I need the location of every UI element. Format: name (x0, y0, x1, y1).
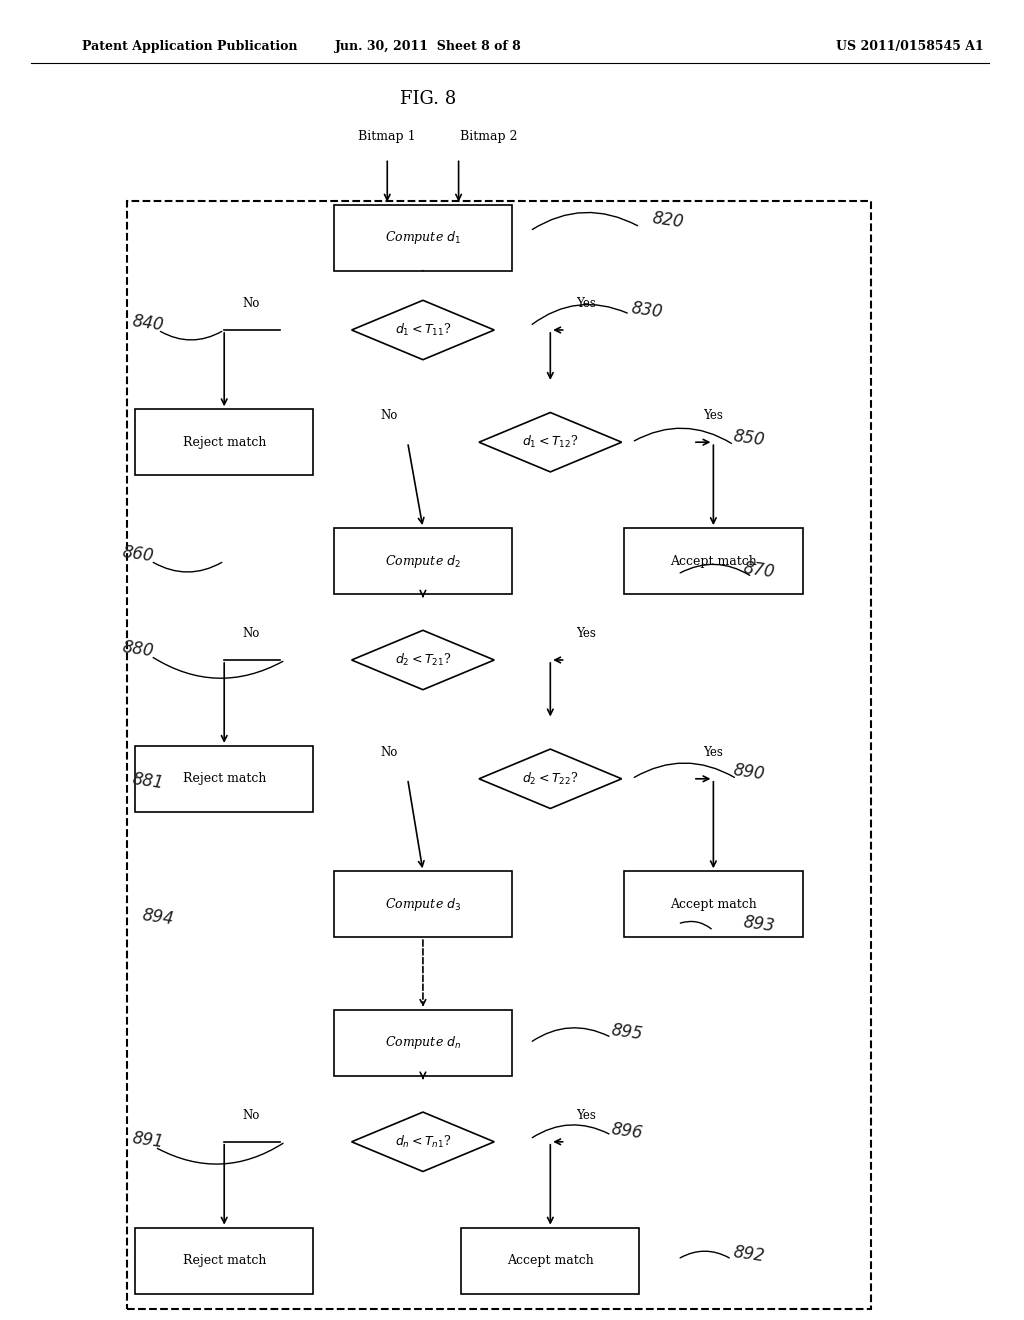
Text: No: No (243, 297, 260, 310)
Bar (127, 201, 871, 1309)
Polygon shape (351, 301, 495, 359)
FancyBboxPatch shape (625, 871, 803, 937)
Text: 880: 880 (121, 639, 155, 660)
Text: 893: 893 (742, 913, 776, 935)
Text: 894: 894 (141, 907, 175, 928)
FancyBboxPatch shape (625, 528, 803, 594)
Text: Accept match: Accept match (670, 554, 757, 568)
Text: Compute $d_n$: Compute $d_n$ (385, 1035, 461, 1051)
Text: Reject match: Reject match (182, 772, 266, 785)
Text: 896: 896 (609, 1121, 644, 1142)
Text: 881: 881 (131, 771, 165, 792)
Text: Accept match: Accept match (507, 1254, 594, 1267)
Text: Yes: Yes (575, 297, 596, 310)
Text: FIG. 8: FIG. 8 (400, 90, 456, 108)
Text: 840: 840 (131, 313, 165, 334)
Text: Reject match: Reject match (182, 436, 266, 449)
Polygon shape (351, 1111, 495, 1172)
Text: 890: 890 (732, 762, 766, 783)
FancyBboxPatch shape (334, 528, 512, 594)
Text: 895: 895 (609, 1022, 644, 1043)
FancyBboxPatch shape (334, 1010, 512, 1076)
Text: Patent Application Publication: Patent Application Publication (82, 40, 297, 53)
Text: Reject match: Reject match (182, 1254, 266, 1267)
FancyBboxPatch shape (334, 205, 512, 271)
Text: 850: 850 (732, 428, 766, 449)
Text: $d_2 < T_{22}$?: $d_2 < T_{22}$? (522, 771, 579, 787)
Text: Yes: Yes (703, 409, 723, 422)
Text: 830: 830 (630, 300, 665, 321)
Text: 891: 891 (131, 1130, 165, 1151)
Text: $d_2 < T_{21}$?: $d_2 < T_{21}$? (394, 652, 452, 668)
Text: 860: 860 (121, 544, 155, 565)
FancyBboxPatch shape (135, 409, 313, 475)
Text: 892: 892 (732, 1243, 766, 1265)
Text: No: No (380, 746, 397, 759)
Text: No: No (243, 1109, 260, 1122)
Text: No: No (243, 627, 260, 640)
Text: Bitmap 1: Bitmap 1 (358, 129, 416, 143)
Polygon shape (479, 750, 622, 808)
FancyBboxPatch shape (135, 746, 313, 812)
Text: Yes: Yes (703, 746, 723, 759)
FancyBboxPatch shape (135, 1228, 313, 1294)
Text: Bitmap 2: Bitmap 2 (461, 129, 518, 143)
Text: 870: 870 (742, 560, 776, 581)
Text: Compute $d_2$: Compute $d_2$ (385, 553, 461, 569)
Text: No: No (380, 409, 397, 422)
Text: Yes: Yes (575, 627, 596, 640)
Text: Compute $d_3$: Compute $d_3$ (385, 896, 461, 912)
Text: US 2011/0158545 A1: US 2011/0158545 A1 (836, 40, 983, 53)
Text: 820: 820 (650, 210, 685, 231)
Text: $d_1 < T_{12}$?: $d_1 < T_{12}$? (522, 434, 579, 450)
Text: Accept match: Accept match (670, 898, 757, 911)
Polygon shape (479, 412, 622, 471)
FancyBboxPatch shape (334, 871, 512, 937)
Text: $d_n < T_{n1}$?: $d_n < T_{n1}$? (394, 1134, 452, 1150)
Text: Yes: Yes (575, 1109, 596, 1122)
FancyBboxPatch shape (461, 1228, 639, 1294)
Text: Compute $d_1$: Compute $d_1$ (385, 230, 461, 246)
Text: $d_1 < T_{11}$?: $d_1 < T_{11}$? (394, 322, 452, 338)
Text: Jun. 30, 2011  Sheet 8 of 8: Jun. 30, 2011 Sheet 8 of 8 (335, 40, 521, 53)
Polygon shape (351, 631, 495, 689)
